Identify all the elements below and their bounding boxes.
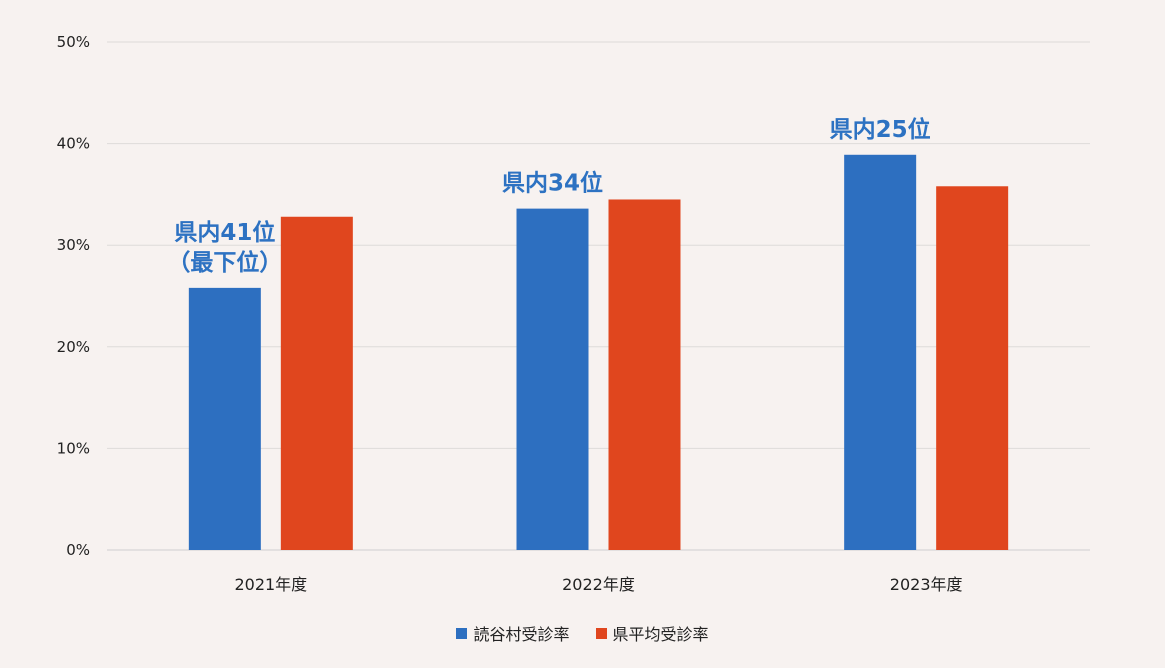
y-tick-label: 50% bbox=[57, 33, 90, 51]
bar-yomitan bbox=[516, 208, 589, 550]
legend-item-prefecture: 県平均受診率 bbox=[595, 621, 709, 645]
rank-annotation: 県内34位 bbox=[502, 170, 603, 197]
legend-label-prefecture: 県平均受診率 bbox=[612, 625, 709, 644]
x-tick-label: 2022年度 bbox=[562, 575, 635, 594]
x-tick-label: 2023年度 bbox=[890, 575, 963, 594]
bar-prefecture bbox=[608, 199, 681, 551]
bar-yomitan bbox=[188, 287, 261, 550]
rank-annotation: 県内41位 bbox=[174, 219, 275, 246]
y-tick-label: 20% bbox=[57, 338, 90, 356]
bars bbox=[188, 154, 1009, 551]
y-tick-label: 10% bbox=[57, 439, 90, 457]
bar-yomitan bbox=[844, 154, 917, 550]
annotations: 県内41位 （最下位） 県内34位 県内25位 bbox=[167, 116, 930, 276]
x-tick-label: 2021年度 bbox=[234, 575, 307, 594]
rank-annotation: （最下位） bbox=[167, 249, 282, 276]
y-tick-label: 30% bbox=[57, 236, 90, 254]
rank-annotation: 県内25位 bbox=[830, 116, 931, 143]
y-tick-label: 40% bbox=[57, 135, 90, 153]
legend-label-yomitan: 読谷村受診率 bbox=[473, 625, 570, 644]
gridlines bbox=[107, 41, 1090, 551]
legend: 読谷村受診率 県平均受診率 bbox=[0, 621, 1165, 645]
bar-prefecture bbox=[936, 186, 1009, 550]
legend-swatch-prefecture bbox=[595, 627, 607, 639]
y-axis-ticks: 0% 10% 20% 30% 40% 50% bbox=[57, 33, 90, 559]
legend-swatch-yomitan bbox=[456, 627, 468, 639]
y-tick-label: 0% bbox=[66, 541, 90, 559]
x-axis-labels: 2021年度 2022年度 2023年度 bbox=[234, 575, 962, 594]
bar-prefecture bbox=[280, 216, 353, 550]
legend-item-yomitan: 読谷村受診率 bbox=[456, 621, 570, 645]
